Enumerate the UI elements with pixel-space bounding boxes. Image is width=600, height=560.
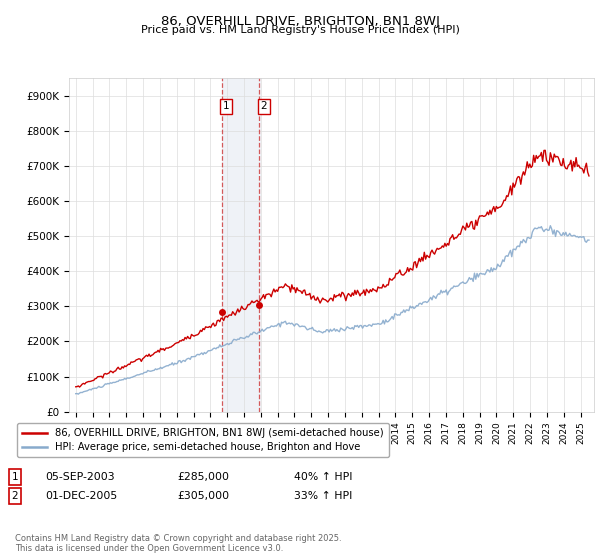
Text: 1: 1 bbox=[11, 472, 19, 482]
Text: 33% ↑ HPI: 33% ↑ HPI bbox=[294, 491, 352, 501]
Text: 01-DEC-2005: 01-DEC-2005 bbox=[45, 491, 117, 501]
Text: 40% ↑ HPI: 40% ↑ HPI bbox=[294, 472, 353, 482]
Bar bbox=[221, 78, 261, 412]
Text: £305,000: £305,000 bbox=[177, 491, 229, 501]
Legend: 86, OVERHILL DRIVE, BRIGHTON, BN1 8WJ (semi-detached house), HPI: Average price,: 86, OVERHILL DRIVE, BRIGHTON, BN1 8WJ (s… bbox=[17, 423, 389, 457]
Text: 2: 2 bbox=[11, 491, 19, 501]
Text: 05-SEP-2003: 05-SEP-2003 bbox=[45, 472, 115, 482]
Text: 1: 1 bbox=[223, 101, 229, 111]
Text: Contains HM Land Registry data © Crown copyright and database right 2025.
This d: Contains HM Land Registry data © Crown c… bbox=[15, 534, 341, 553]
Text: 2: 2 bbox=[260, 101, 267, 111]
Text: £285,000: £285,000 bbox=[177, 472, 229, 482]
Text: Price paid vs. HM Land Registry's House Price Index (HPI): Price paid vs. HM Land Registry's House … bbox=[140, 25, 460, 35]
Text: 86, OVERHILL DRIVE, BRIGHTON, BN1 8WJ: 86, OVERHILL DRIVE, BRIGHTON, BN1 8WJ bbox=[161, 15, 439, 27]
